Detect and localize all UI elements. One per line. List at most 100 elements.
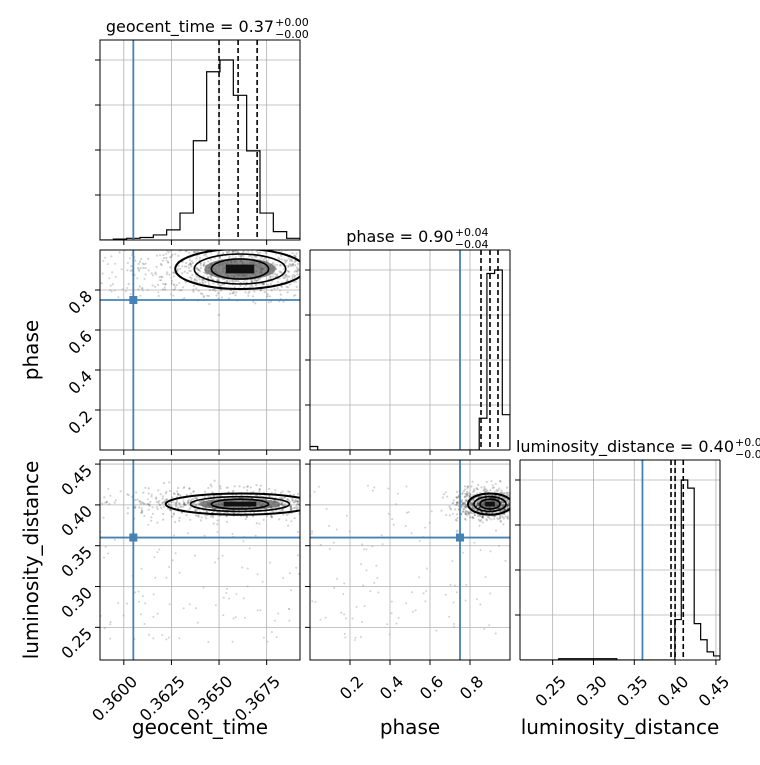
x-tick-label-phase: 0.4 (376, 672, 407, 703)
title-lower-error-phase: −0.04 (455, 238, 489, 251)
sample-point (232, 279, 235, 282)
sample-point (336, 501, 338, 503)
sample-point (134, 591, 137, 594)
sample-point (470, 485, 473, 488)
sample-point (165, 490, 168, 493)
sample-point (316, 501, 318, 503)
sample-point (483, 487, 486, 490)
sample-point (143, 502, 146, 505)
sample-point (507, 503, 510, 506)
sample-point (485, 519, 489, 522)
sample-point (251, 285, 254, 288)
sample-point (160, 506, 163, 509)
sample-point (290, 258, 293, 261)
sample-point (142, 266, 145, 269)
sample-point (452, 502, 455, 505)
sample-point (242, 254, 245, 257)
sample-point (165, 576, 168, 579)
sample-point (225, 591, 228, 594)
sample-point (455, 501, 458, 504)
sample-point (502, 492, 505, 495)
sample-point (242, 280, 245, 283)
sample-point (196, 514, 199, 518)
sample-point (506, 517, 509, 520)
sample-point (144, 273, 147, 276)
sample-point (182, 244, 184, 246)
sample-point (211, 514, 215, 517)
sample-point (308, 290, 310, 292)
x-tick-label-luminosity_distance: 0.35 (613, 672, 652, 711)
sample-point (344, 506, 346, 508)
sample-point (348, 530, 351, 533)
sample-point (170, 246, 172, 248)
sample-point (232, 290, 235, 293)
sample-point (490, 518, 493, 521)
sample-point (365, 548, 368, 551)
sample-point (478, 514, 481, 517)
sample-point (266, 295, 269, 298)
sample-point (332, 495, 334, 497)
sample-point (248, 254, 251, 258)
sample-point (193, 503, 196, 506)
sample-point (152, 615, 155, 618)
sample-point (285, 247, 287, 249)
sample-point (225, 486, 228, 489)
sample-point (253, 255, 256, 258)
sample-point (315, 494, 317, 496)
sample-point (448, 615, 451, 618)
sample-point (472, 506, 475, 509)
sample-point (494, 632, 497, 635)
sample-point (407, 511, 410, 514)
sample-point (455, 519, 458, 522)
sample-point (258, 522, 261, 525)
sample-point (211, 288, 214, 292)
sample-point (197, 516, 200, 518)
sample-point (522, 500, 524, 502)
sample-point (333, 259, 335, 261)
sample-point (506, 499, 509, 502)
sample-point (370, 501, 372, 503)
sample-point (398, 501, 400, 503)
sample-point (325, 501, 327, 503)
sample-point (154, 285, 157, 288)
sample-point (468, 494, 471, 497)
sample-point (305, 510, 307, 512)
sample-point (521, 508, 523, 510)
sample-point (491, 486, 494, 490)
sample-point (290, 589, 293, 592)
sample-point (531, 501, 533, 503)
sample-point (229, 292, 232, 295)
sample-point (289, 505, 292, 508)
sample-point (265, 514, 268, 517)
sample-point (258, 488, 261, 491)
sample-point (243, 486, 246, 489)
sample-point (404, 500, 406, 502)
sample-point (343, 633, 346, 635)
sample-point (294, 280, 298, 283)
sample-point (269, 275, 272, 278)
sample-point (277, 506, 280, 509)
sample-point (351, 617, 354, 620)
sample-point (72, 506, 74, 508)
sample-point (293, 254, 296, 257)
sample-point (365, 502, 367, 504)
sample-point (281, 504, 285, 508)
sample-point (499, 510, 502, 513)
sample-point (178, 502, 181, 505)
sample-point (515, 506, 517, 508)
sample-point (511, 499, 513, 501)
sample-point (198, 256, 201, 259)
panel-frame (99, 459, 301, 661)
sample-point (467, 510, 470, 514)
sample-point (138, 600, 141, 603)
sample-point (510, 501, 512, 503)
sample-point (455, 496, 458, 499)
sample-point (226, 279, 229, 282)
sample-point (240, 237, 242, 239)
sample-point (515, 491, 517, 493)
sample-point (503, 508, 506, 511)
sample-point (97, 271, 99, 273)
sample-point (161, 259, 165, 262)
sample-point (289, 508, 292, 511)
sample-point (92, 499, 94, 501)
